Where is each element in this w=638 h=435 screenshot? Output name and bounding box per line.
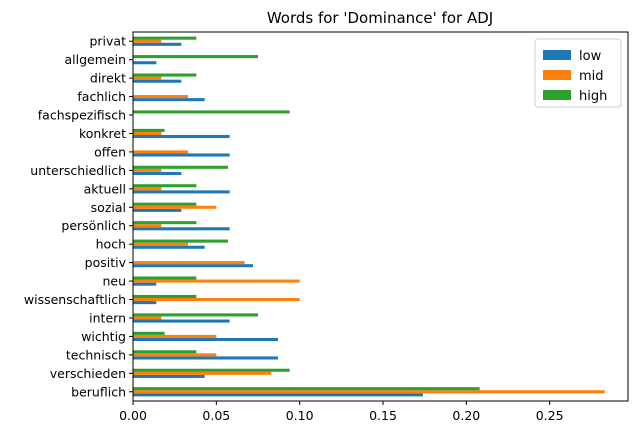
bar-mid-intern [133,316,162,320]
y-tick-label: technisch [66,347,126,362]
bar-mid-offen [133,150,188,154]
x-tick-label: 0.10 [286,408,314,423]
x-tick-label: 0.25 [536,408,564,423]
legend-label-low: low [579,49,602,64]
bar-high-privat [133,36,197,40]
bar-high-wichtig [133,331,165,335]
bar-low-privat [133,42,182,46]
legend-swatch-high [543,90,571,100]
bar-low-konkret [133,135,230,139]
legend: low mid high [534,38,622,108]
bar-high-verschieden [133,368,290,372]
y-tick-label: fachlich [77,89,126,104]
bar-high-persönlich [133,221,197,225]
bar-low-sozial [133,208,182,212]
y-tick-label: privat [89,34,126,49]
y-tick-label: beruflich [71,384,126,399]
y-tick-label: offen [94,144,126,159]
bar-low-beruflich [133,393,423,397]
y-tick-label: wissenschaftlich [24,292,126,307]
bar-mid-wissenschaftlich [133,297,300,302]
y-tick-label: neu [102,274,126,289]
bar-mid-persönlich [133,224,162,228]
bar-mid-verschieden [133,371,272,375]
y-tick-label: allgemein [65,52,127,67]
bar-high-aktuell [133,184,197,188]
x-tick-label: 0.20 [452,408,480,423]
bar-mid-beruflich [133,390,605,394]
legend-label-mid: mid [579,69,604,84]
bar-high-sozial [133,202,197,206]
bar-low-offen [133,153,230,157]
bar-low-allgemein [133,61,157,65]
y-tick-label: hoch [96,237,126,252]
y-tick-label: unterschiedlich [30,163,126,178]
y-tick-label: persönlich [61,218,126,233]
bar-mid-konkret [133,131,162,136]
bar-mid-privat [133,39,162,43]
bar-high-wissenschaftlich [133,294,197,298]
y-tick-label: positiv [85,255,127,270]
legend-swatch-low [543,50,571,60]
y-tick-label: konkret [79,126,126,141]
bar-high-konkret [133,128,165,132]
bar-mid-aktuell [133,187,162,191]
bar-mid-fachlich [133,95,188,99]
bar-low-positiv [133,264,253,268]
y-tick-label: direkt [90,71,126,86]
y-axis-ticks: beruflich verschieden technisch wichtig inte… [24,34,133,399]
legend-label-high: high [579,89,607,104]
bar-low-intern [133,319,230,323]
bar-low-persönlich [133,227,230,231]
bars-group [133,36,605,397]
bar-low-neu [133,282,157,286]
bar-mid-wichtig [133,334,217,338]
bar-low-wichtig [133,337,278,342]
y-tick-label: wichtig [81,329,126,344]
bar-high-unterschiedlich [133,165,228,169]
bar-low-hoch [133,245,205,249]
bar-high-fachspezifisch [133,110,290,114]
bar-low-unterschiedlich [133,171,182,175]
legend-swatch-mid [543,70,571,80]
y-tick-label: fachspezifisch [38,108,126,123]
chart-title: Words for 'Dominance' for ADJ [267,9,493,27]
plot-area-frame [132,31,629,402]
y-tick-label: verschieden [50,366,126,381]
bar-low-direkt [133,79,182,83]
bar-mid-sozial [133,205,217,209]
bar-high-neu [133,276,197,280]
bar-mid-positiv [133,261,245,265]
y-tick-label: aktuell [84,181,126,196]
bar-low-aktuell [133,190,230,194]
bar-high-direkt [133,73,197,77]
bar-low-fachlich [133,98,205,102]
y-tick-label: intern [89,310,126,325]
bar-high-allgemein [133,55,258,59]
bar-mid-technisch [133,353,217,357]
bar-mid-direkt [133,76,162,80]
bar-mid-unterschiedlich [133,168,162,172]
bar-high-beruflich [133,387,480,391]
bar-mid-hoch [133,242,188,246]
x-tick-label: 0.00 [119,408,147,423]
bar-low-wissenschaftlich [133,301,157,305]
x-tick-label: 0.05 [202,408,230,423]
x-axis-ticks: 0.00 0.05 0.10 0.15 0.20 0.25 [119,401,564,423]
bar-low-verschieden [133,374,205,378]
bar-high-technisch [133,350,197,354]
bar-mid-neu [133,279,300,283]
x-tick-label: 0.15 [369,408,397,423]
bar-high-intern [133,313,258,317]
y-tick-label: sozial [91,200,126,215]
bar-high-hoch [133,239,228,243]
bar-low-technisch [133,356,278,360]
